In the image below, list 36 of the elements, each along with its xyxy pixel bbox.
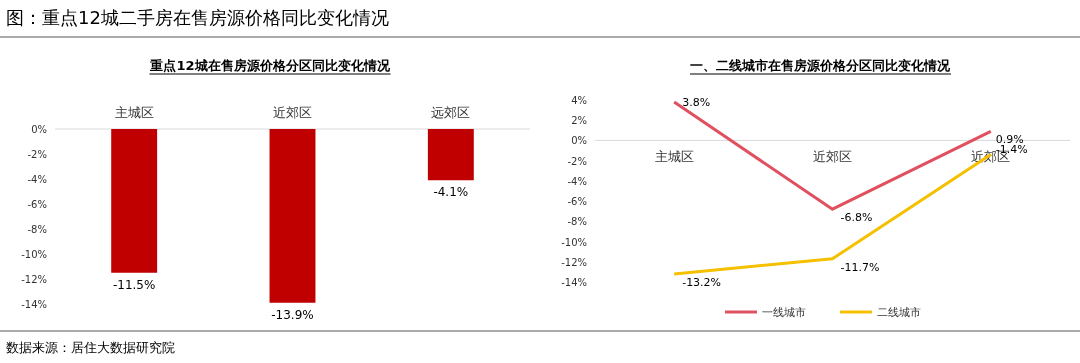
x-tick-label: 主城区 <box>114 105 154 120</box>
y-tick-label: -8% <box>27 224 47 235</box>
y-tick-label: -4% <box>567 175 587 187</box>
y-tick-label: 0% <box>31 124 47 135</box>
y-tick-label: -14% <box>21 299 47 310</box>
legend-label: 一线城市 <box>762 306 806 319</box>
x-tick-label: 主城区 <box>654 149 694 165</box>
y-tick-label: -8% <box>567 216 587 228</box>
chart-subtitle: 一、二线城市在售房源价格分区同比变化情况 <box>690 58 951 73</box>
data-label: -13.9% <box>271 307 314 322</box>
data-label: -4.1% <box>433 185 469 200</box>
y-tick-label: -12% <box>561 256 587 268</box>
data-label: -11.5% <box>112 277 156 292</box>
y-tick-label: -10% <box>561 236 587 248</box>
y-tick-label: -6% <box>567 196 587 208</box>
y-tick-label: -6% <box>27 199 47 210</box>
y-tick-label: 4% <box>571 95 587 106</box>
y-tick-label: -14% <box>561 277 587 288</box>
data-label: -13.2% <box>682 275 722 289</box>
source-note: 数据来源：居住大数据研究院 <box>6 340 175 355</box>
y-tick-label: -12% <box>21 274 47 285</box>
legend-label: 二线城市 <box>877 306 921 319</box>
data-label: 3.8% <box>682 96 711 110</box>
y-tick-label: -10% <box>21 249 47 260</box>
y-tick-label: -2% <box>567 155 587 167</box>
data-label: -11.7% <box>840 260 880 274</box>
x-tick-label: 远郊区 <box>431 105 471 120</box>
y-tick-label: -4% <box>27 174 47 185</box>
x-tick-label: 近郊区 <box>813 149 852 165</box>
y-tick-label: -2% <box>27 149 47 160</box>
y-tick-label: 0% <box>571 135 587 147</box>
x-tick-label: 近郊区 <box>273 105 312 120</box>
chart-title: 图：重点12城二手房在售房源价格同比变化情况 <box>6 7 389 28</box>
data-label: -6.8% <box>840 211 873 225</box>
chart-subtitle: 重点12城在售房源价格分区同比变化情况 <box>149 58 391 73</box>
y-tick-label: 2% <box>571 115 587 127</box>
